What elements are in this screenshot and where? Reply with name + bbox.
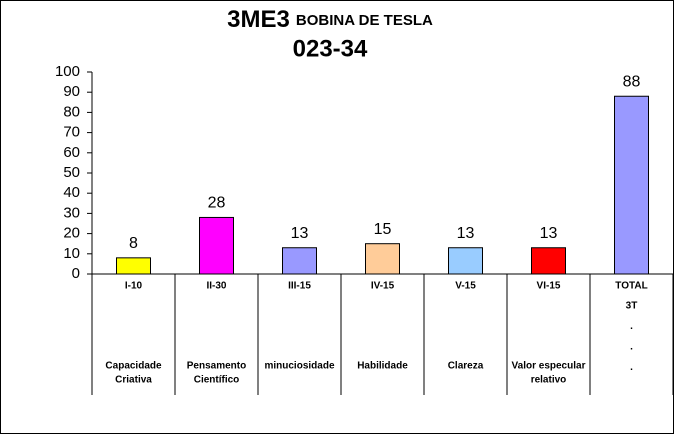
value-label: 8 [129, 235, 138, 252]
bar [365, 243, 400, 275]
chart-code: 023-34 [293, 35, 368, 62]
y-tick-label: 40 [63, 184, 80, 201]
y-tick-label: 10 [63, 245, 80, 262]
chart-subtitle: BOBINA DE TESLA [296, 12, 433, 29]
category-note: . [630, 321, 633, 332]
y-tick-label: 70 [63, 124, 80, 141]
y-tick-label: 90 [63, 83, 80, 100]
y-tick-label: 0 [72, 265, 80, 282]
bar [282, 247, 317, 275]
x-tick-label: II-30 [206, 281, 226, 292]
bar [531, 247, 566, 275]
category-note: . [630, 362, 633, 373]
x-tick-label: V-15 [455, 281, 476, 292]
category-note: Pensamento [187, 361, 246, 372]
y-tick-label: 60 [63, 144, 80, 161]
category-note: . [630, 342, 633, 353]
y-tick-label: 20 [63, 225, 80, 242]
bar [116, 257, 151, 275]
value-label: 28 [208, 195, 226, 212]
category-note: Capacidade [105, 361, 162, 372]
x-tick-label: VI-15 [537, 281, 561, 292]
bar [448, 247, 483, 275]
y-tick-label: 80 [63, 103, 80, 120]
category-note: Criativa [115, 375, 152, 386]
value-label: 13 [457, 225, 475, 242]
category-note: Clareza [448, 361, 484, 372]
x-tick-label: IV-15 [371, 281, 395, 292]
chart-heading: 3ME3 BOBINA DE TESLA [227, 6, 433, 33]
category-note: relativo [531, 375, 567, 386]
y-tick-label: 100 [55, 63, 80, 80]
value-label: 15 [374, 221, 392, 238]
category-note: Científico [194, 375, 240, 386]
category-note: Valor especular [512, 361, 586, 372]
chart-title: 3ME3 [227, 6, 290, 33]
category-note: Habilidade [357, 361, 408, 372]
value-label: 88 [623, 73, 641, 90]
y-tick-label: 50 [63, 164, 80, 181]
bar [199, 216, 234, 275]
x-tick-label: III-15 [288, 281, 311, 292]
value-label: 13 [540, 225, 558, 242]
x-tick-label: I-10 [125, 281, 143, 292]
value-label: 13 [291, 225, 309, 242]
x-tick-label: TOTAL [615, 281, 647, 292]
bar [614, 95, 649, 275]
category-note: minuciosidade [264, 361, 334, 372]
category-note: 3T [626, 301, 638, 312]
y-tick-label: 30 [63, 204, 80, 221]
